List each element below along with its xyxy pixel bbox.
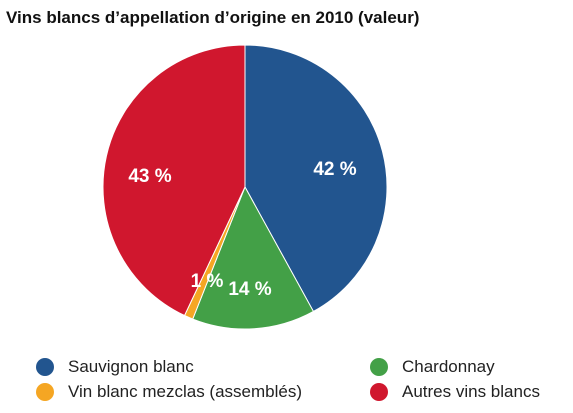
legend-dot-icon (370, 358, 388, 376)
slice-label-autres-vins-blancs: 43 % (128, 166, 171, 187)
chart-title: Vins blancs d’appellation d’origine en 2… (6, 8, 420, 27)
legend-label: Autres vins blancs (402, 382, 540, 401)
slice-label-chardonnay: 14 % (228, 279, 271, 300)
pie-slice-autres-vins-blancs[interactable] (102, 44, 246, 317)
legend-item-vin-blanc-mezclas[interactable]: Vin blanc mezclas (assemblés) (36, 382, 302, 402)
legend-dot-icon (370, 383, 388, 401)
legend-label: Vin blanc mezclas (assemblés) (68, 382, 302, 401)
pie-slice-sauvignon-blanc[interactable] (244, 44, 388, 313)
legend-dot-icon (36, 358, 54, 376)
legend-item-chardonnay[interactable]: Chardonnay (370, 357, 495, 377)
slice-label-sauvignon-blanc: 42 % (313, 159, 356, 180)
legend-label: Sauvignon blanc (68, 357, 194, 376)
legend-item-autres-vins-blancs[interactable]: Autres vins blancs (370, 382, 540, 402)
legend-item-sauvignon-blanc[interactable]: Sauvignon blanc (36, 357, 194, 377)
slice-label-vin-blanc-mezclas: 1 % (191, 271, 224, 292)
legend-label: Chardonnay (402, 357, 495, 376)
pie-slice-chardonnay[interactable] (192, 185, 315, 330)
legend-dot-icon (36, 383, 54, 401)
